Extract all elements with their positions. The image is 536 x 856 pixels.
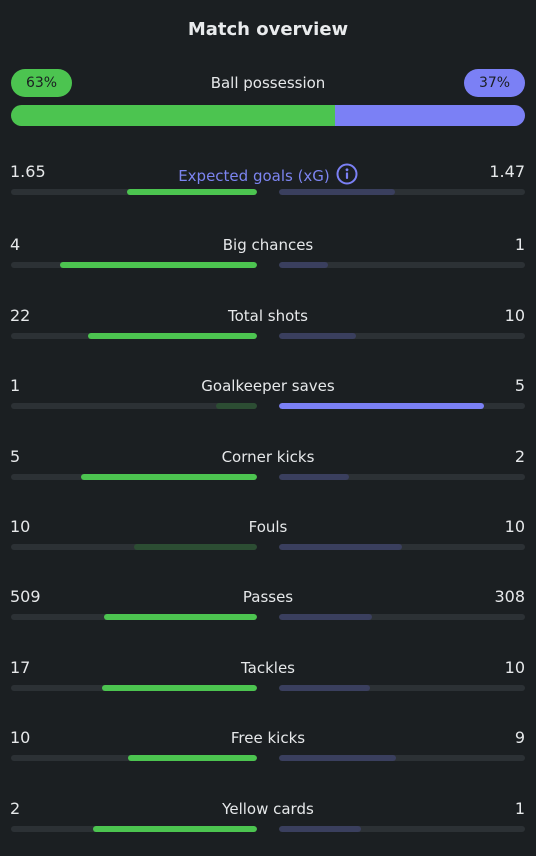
home-bar-fill [93,826,257,832]
home-value: 22 [10,306,31,325]
stat-row-free-kicks: 10 Free kicks 9 [0,728,536,780]
home-bar-track [11,755,257,761]
stat-label: Tackles [0,659,536,677]
away-bar-fill [279,755,396,761]
stat-label-text: Yellow cards [222,800,314,818]
home-bar-track [11,544,257,550]
away-bar-track [279,826,525,832]
away-bar-fill [279,403,484,409]
away-value: 1 [514,235,525,254]
home-value: 509 [10,587,41,606]
away-bar-track [279,614,525,620]
away-bar-fill [279,685,371,691]
stat-label: Big chances [0,236,536,254]
home-bar-track [11,685,257,691]
stat-row-big-chances: 4 Big chances 1 [0,235,536,287]
away-possession-badge: 37% [464,69,525,97]
stat-label: Corner kicks [0,448,536,466]
away-bar-track [279,333,525,339]
away-bar-track [279,189,525,195]
away-value: 5 [514,376,525,395]
home-bar-track [11,262,257,268]
home-possession-badge: 63% [11,69,72,97]
stat-row-tackles: 17 Tackles 10 [0,658,536,710]
home-bar-track [11,403,257,409]
home-bar-track [11,826,257,832]
away-bar-track [279,685,525,691]
home-value: 17 [10,658,31,677]
away-possession-segment [334,105,525,126]
home-bar-track [11,614,257,620]
info-icon[interactable] [336,163,358,185]
away-bar-fill [279,262,329,268]
page-title: Match overview [187,19,349,40]
stat-label-text: Tackles [240,659,296,677]
away-value: 10 [504,306,525,325]
away-value: 1 [514,799,525,818]
home-bar-track [11,189,257,195]
stat-label-text: Goalkeeper saves [201,377,335,395]
away-value: 10 [504,658,525,677]
stat-label: Passes [0,588,536,606]
away-bar-track [279,403,525,409]
home-value: 5 [10,447,21,466]
home-bar-fill [102,685,257,691]
stat-label-text: Passes [242,588,294,606]
home-value: 4 [10,235,21,254]
stat-label-text: Total shots [228,307,308,325]
home-bar-fill [87,333,257,339]
away-value: 308 [494,587,525,606]
home-value: 2 [10,799,21,818]
home-bar-fill [126,189,257,195]
possession-label: Ball possession [210,74,326,92]
away-value: 9 [514,728,525,747]
stat-label-text: Corner kicks [221,448,315,466]
home-possession-segment [11,105,335,126]
stat-label: Free kicks [0,729,536,747]
stat-row-corner-kicks: 5 Corner kicks 2 [0,447,536,499]
stat-row-xg: 1.65 Expected goals (xG) 1.47 [0,162,536,214]
stat-row-fouls: 10 Fouls 10 [0,517,536,569]
home-bar-fill [216,403,257,409]
home-value: 10 [10,517,31,536]
stat-label: Yellow cards [0,800,536,818]
away-bar-fill [279,544,402,550]
away-value: 1.47 [489,162,525,181]
away-bar-fill [279,189,395,195]
stat-row-passes: 509 Passes 308 [0,587,536,639]
home-value: 1 [10,376,21,395]
home-value: 10 [10,728,31,747]
stat-label-text: Expected goals (xG) [178,167,330,185]
away-value: 10 [504,517,525,536]
stat-row-yellow-cards: 2 Yellow cards 1 [0,799,536,851]
stat-row-total-shots: 22 Total shots 10 [0,306,536,358]
home-bar-fill [103,614,257,620]
away-bar-fill [279,333,356,339]
stat-label-text: Big chances [222,236,314,254]
away-bar-track [279,262,525,268]
stat-label: Total shots [0,307,536,325]
home-value: 1.65 [10,162,46,181]
home-bar-fill [60,262,257,268]
home-bar-fill [81,474,257,480]
home-bar-track [11,474,257,480]
possession-bar [11,105,525,126]
away-bar-fill [279,614,372,620]
away-bar-fill [279,826,361,832]
away-bar-fill [279,474,350,480]
stat-label-text: Fouls [248,518,288,536]
home-bar-track [11,333,257,339]
stat-label: Fouls [0,518,536,536]
stat-label: Goalkeeper saves [0,377,536,395]
away-bar-track [279,755,525,761]
home-bar-fill [134,544,257,550]
away-bar-track [279,474,525,480]
away-bar-track [279,544,525,550]
stat-row-goalkeeper-saves: 1 Goalkeeper saves 5 [0,376,536,428]
away-value: 2 [514,447,525,466]
stat-label[interactable]: Expected goals (xG) [0,163,536,185]
stat-label-text: Free kicks [230,729,306,747]
home-bar-fill [127,755,257,761]
